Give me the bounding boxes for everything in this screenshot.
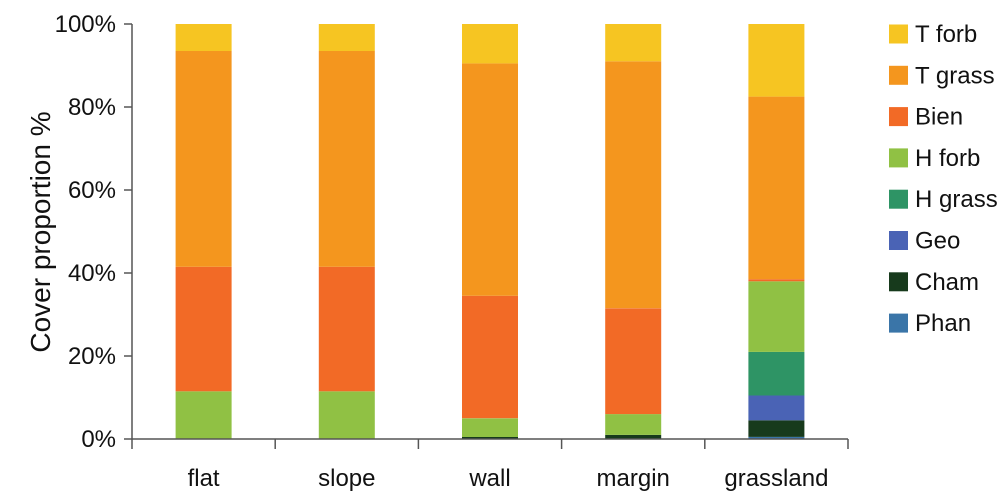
bar-segment-grassland-cham — [748, 420, 805, 437]
bar-segment-wall-bien — [462, 295, 518, 419]
legend-swatch-phan — [889, 313, 908, 333]
legend-label-h-forb: H forb — [915, 145, 980, 172]
legend-label-t-grass: T grass — [915, 62, 995, 89]
legend-label-t-forb: T forb — [915, 21, 977, 48]
bar-segment-margin-bien — [605, 308, 662, 415]
bar-segment-slope-bien — [318, 266, 375, 392]
bar-segment-margin-t-forb — [605, 24, 662, 62]
legend-swatch-h-grass — [889, 189, 908, 209]
y-tick-label-2: 40% — [68, 260, 116, 287]
legend-swatch-t-grass — [889, 65, 908, 85]
legend-label-geo: Geo — [915, 228, 960, 255]
bar-segment-grassland-geo — [748, 395, 805, 421]
y-tick-label-0: 0% — [81, 426, 116, 453]
x-tick-label-grassland: grassland — [724, 465, 828, 492]
legend-swatch-h-forb — [889, 148, 908, 168]
bar-segment-grassland-t-grass — [748, 96, 805, 280]
bar-segment-margin-h-forb — [605, 414, 662, 435]
bar-segment-wall-h-forb — [462, 418, 518, 437]
bar-segment-grassland-bien — [748, 279, 805, 282]
y-tick-label-3: 60% — [68, 177, 116, 204]
bar-segment-flat-t-grass — [175, 51, 232, 267]
x-tick-label-flat: flat — [188, 465, 220, 492]
bar-segment-slope-t-forb — [318, 24, 375, 51]
bar-segment-grassland-phan — [748, 436, 805, 439]
y-tick-label-5: 100% — [55, 11, 116, 38]
bar-segment-margin-cham — [605, 434, 662, 439]
bar-segment-margin-t-grass — [605, 61, 662, 309]
legend-label-h-grass: H grass — [915, 186, 998, 213]
bar-segment-flat-bien — [175, 266, 232, 392]
legend-label-cham: Cham — [915, 269, 979, 296]
bar-segment-flat-t-forb — [175, 24, 232, 51]
y-tick-label-1: 20% — [68, 343, 116, 370]
plot-area — [175, 24, 805, 439]
x-tick-label-slope: slope — [318, 465, 375, 492]
bar-segment-slope-h-forb — [318, 391, 375, 439]
x-tick-label-margin: margin — [597, 465, 670, 492]
y-tick-label-4: 80% — [68, 94, 116, 121]
legend-label-bien: Bien — [915, 104, 963, 131]
bar-segment-flat-h-forb — [175, 391, 232, 439]
legend-swatch-t-forb — [889, 24, 908, 44]
bar-segment-wall-cham — [462, 436, 518, 439]
x-tick-label-wall: wall — [468, 465, 510, 492]
legend-swatch-geo — [889, 231, 908, 250]
bar-segment-grassland-t-forb — [748, 24, 805, 97]
y-axis-title: Cover proportion % — [25, 111, 56, 352]
legend-swatch-bien — [889, 107, 908, 127]
bar-segment-grassland-h-forb — [748, 281, 805, 352]
bar-segment-wall-t-forb — [462, 24, 518, 64]
bar-segment-grassland-h-grass — [748, 351, 805, 396]
legend: T forb T grass Bien H forb H grass Geo Cham Pha… — [889, 21, 998, 337]
bar-segment-wall-t-grass — [462, 63, 518, 296]
legend-swatch-cham — [889, 272, 908, 292]
bar-segment-slope-t-grass — [318, 51, 375, 267]
axes: flat slope wall margin grassland 0% 20% 40% 60% 8… — [55, 11, 849, 492]
legend-label-phan: Phan — [915, 310, 971, 337]
